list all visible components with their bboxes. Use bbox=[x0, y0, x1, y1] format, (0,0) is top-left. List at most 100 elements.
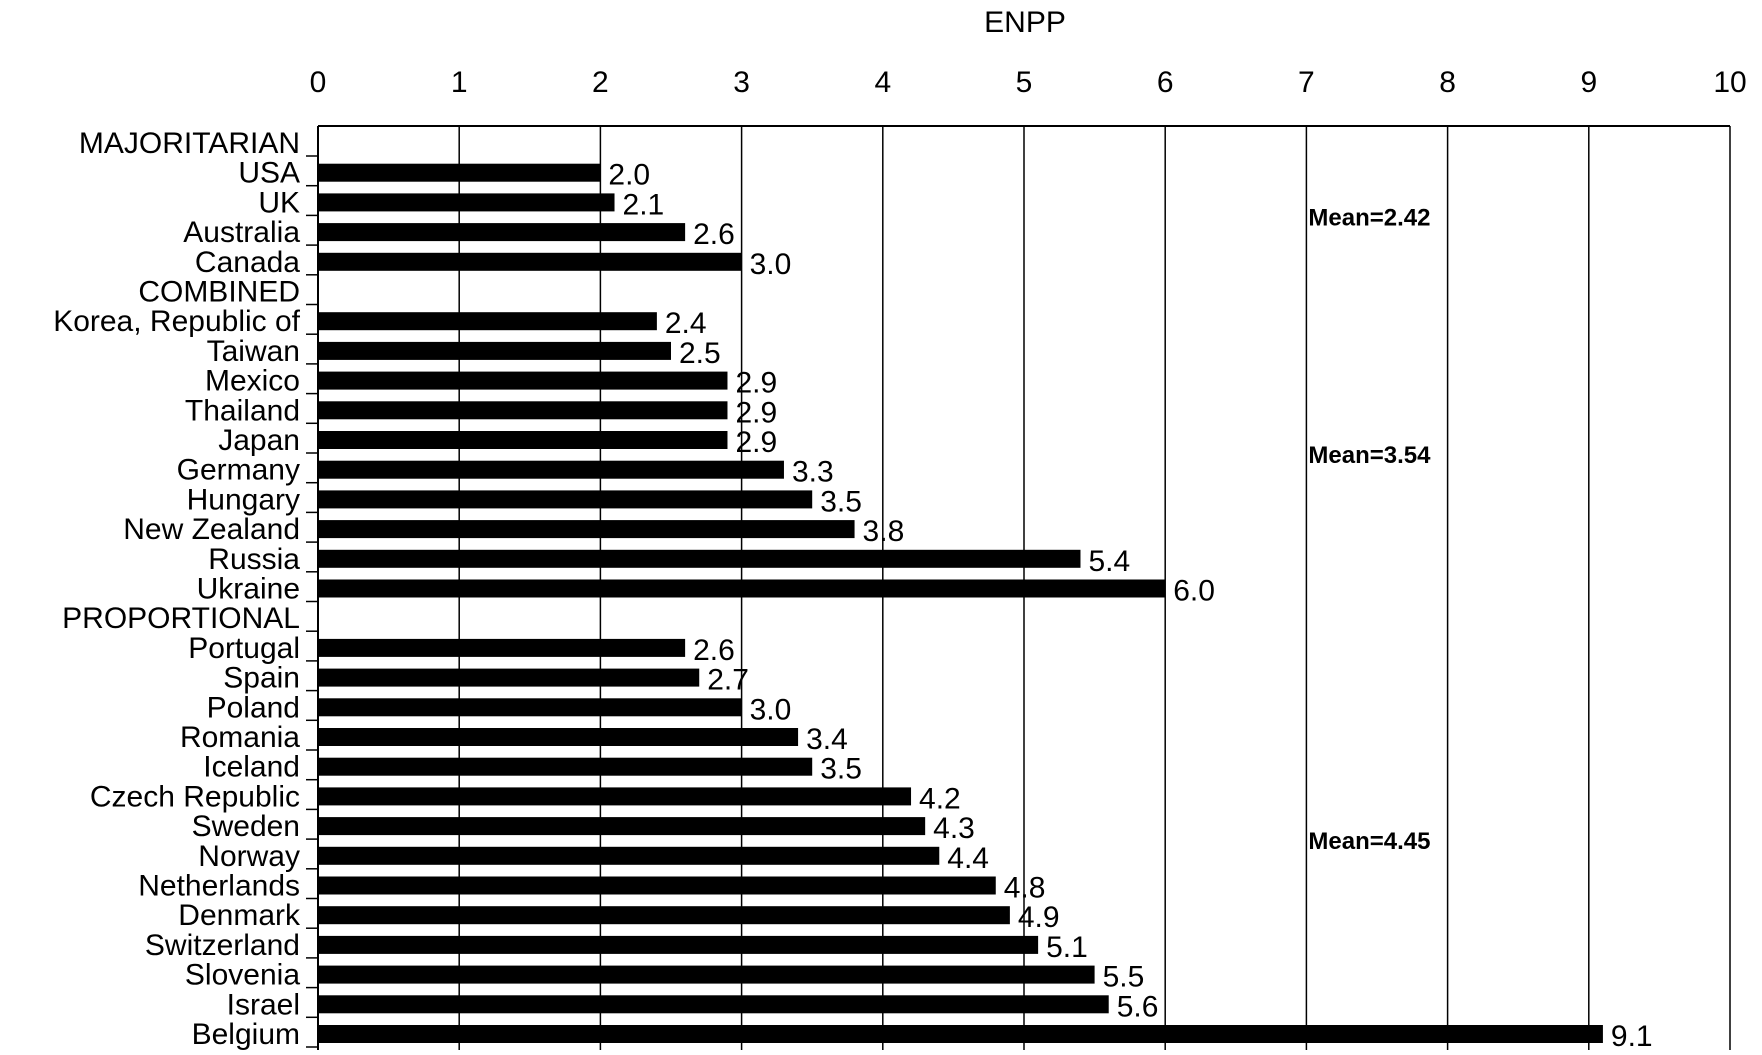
category-label: Czech Republic bbox=[90, 780, 300, 813]
value-label: 2.9 bbox=[735, 396, 777, 429]
category-label: Netherlands bbox=[138, 870, 300, 903]
bar bbox=[319, 401, 728, 420]
x-tick-label: 10 bbox=[1713, 66, 1746, 99]
x-tick-label: 5 bbox=[1016, 66, 1033, 99]
bar bbox=[319, 757, 813, 776]
x-tick-label: 1 bbox=[451, 66, 468, 99]
value-label: 2.5 bbox=[679, 337, 721, 370]
category-label: Switzerland bbox=[145, 929, 300, 962]
bar bbox=[319, 906, 1010, 925]
value-label: 2.0 bbox=[608, 159, 650, 192]
bar bbox=[319, 490, 813, 509]
value-label: 5.5 bbox=[1103, 961, 1145, 994]
bar bbox=[319, 965, 1095, 984]
bar bbox=[319, 817, 926, 836]
category-label: Ukraine bbox=[197, 573, 300, 606]
value-label: 2.4 bbox=[665, 307, 707, 340]
bar bbox=[319, 638, 686, 657]
value-label: 2.9 bbox=[735, 426, 777, 459]
category-label: UK bbox=[258, 186, 300, 219]
category-label: Portugal bbox=[188, 632, 300, 665]
bars bbox=[319, 163, 1603, 1043]
bar bbox=[319, 193, 615, 212]
bar bbox=[319, 698, 742, 717]
x-axis-ticks: 0 1 2 3 4 5 6 7 8 9 10 bbox=[310, 66, 1747, 99]
category-label: Thailand bbox=[185, 394, 300, 427]
category-label: Norway bbox=[198, 840, 300, 873]
category-label: USA bbox=[238, 157, 300, 190]
bar bbox=[319, 876, 996, 895]
bar bbox=[319, 252, 742, 271]
x-tick-label: 9 bbox=[1580, 66, 1597, 99]
bar bbox=[319, 341, 671, 360]
value-label: 5.4 bbox=[1088, 545, 1130, 578]
group-mean-label: Mean=2.42 bbox=[1308, 204, 1430, 231]
x-tick-label: 2 bbox=[592, 66, 609, 99]
x-axis-title: ENPP bbox=[984, 6, 1066, 39]
value-label: 6.0 bbox=[1173, 575, 1215, 608]
value-label: 4.3 bbox=[933, 812, 975, 845]
value-label: 4.9 bbox=[1018, 901, 1060, 934]
value-label: 2.9 bbox=[735, 367, 777, 400]
category-label: Slovenia bbox=[185, 959, 300, 992]
value-label: 2.6 bbox=[693, 634, 735, 667]
x-tick-label: 0 bbox=[310, 66, 327, 99]
category-label: Sweden bbox=[192, 810, 300, 843]
value-label: 3.5 bbox=[820, 485, 862, 518]
category-label: Canada bbox=[195, 246, 300, 279]
category-label: Denmark bbox=[178, 899, 301, 932]
category-label: Taiwan bbox=[207, 335, 300, 368]
bar bbox=[319, 1025, 1603, 1043]
x-tick-label: 7 bbox=[1298, 66, 1315, 99]
value-label: 4.2 bbox=[919, 782, 961, 815]
value-label: 3.3 bbox=[792, 456, 834, 489]
category-label: Australia bbox=[183, 216, 300, 249]
category-label: Poland bbox=[207, 691, 300, 724]
category-label: Spain bbox=[223, 662, 300, 695]
bar bbox=[319, 728, 799, 746]
category-label: Romania bbox=[180, 721, 300, 754]
group-mean-label: Mean=4.45 bbox=[1308, 828, 1430, 855]
x-tick-label: 6 bbox=[1157, 66, 1174, 99]
value-labels: 2.02.12.63.02.42.52.92.92.93.33.53.85.46… bbox=[608, 159, 1652, 1053]
value-label: 3.4 bbox=[806, 723, 848, 756]
x-tick-label: 3 bbox=[733, 66, 750, 99]
bar bbox=[319, 520, 855, 539]
bar bbox=[319, 163, 601, 182]
value-label: 2.1 bbox=[623, 188, 665, 221]
bar bbox=[319, 312, 657, 331]
bar bbox=[319, 995, 1109, 1014]
bar bbox=[319, 579, 1166, 598]
group-header: PROPORTIONAL bbox=[62, 602, 300, 635]
bar bbox=[319, 431, 728, 449]
value-label: 2.6 bbox=[693, 218, 735, 251]
category-label: Mexico bbox=[205, 365, 300, 398]
bar bbox=[319, 460, 784, 479]
bar bbox=[319, 846, 940, 865]
value-label: 4.4 bbox=[947, 842, 989, 875]
value-label: 4.8 bbox=[1004, 872, 1046, 905]
bar bbox=[319, 223, 686, 242]
category-label: New Zealand bbox=[123, 513, 300, 546]
bar bbox=[319, 549, 1081, 568]
category-label: Russia bbox=[208, 543, 300, 576]
category-label: Japan bbox=[218, 424, 300, 457]
x-tick-label: 4 bbox=[874, 66, 891, 99]
group-mean-label: Mean=3.54 bbox=[1308, 442, 1431, 469]
group-header: MAJORITARIAN bbox=[79, 127, 300, 160]
category-label: Israel bbox=[227, 988, 300, 1021]
category-label: Germany bbox=[177, 454, 300, 487]
value-label: 3.8 bbox=[863, 515, 905, 548]
category-label: Belgium bbox=[192, 1018, 300, 1051]
value-label: 3.5 bbox=[820, 753, 862, 786]
value-label: 3.0 bbox=[750, 248, 792, 281]
bar bbox=[319, 668, 700, 687]
value-label: 3.0 bbox=[750, 693, 792, 726]
value-label: 5.1 bbox=[1046, 931, 1088, 964]
category-label: Korea, Republic of bbox=[53, 305, 300, 338]
bar bbox=[319, 787, 912, 806]
category-label: Hungary bbox=[187, 483, 300, 516]
bar bbox=[319, 935, 1039, 954]
bar bbox=[319, 371, 728, 390]
